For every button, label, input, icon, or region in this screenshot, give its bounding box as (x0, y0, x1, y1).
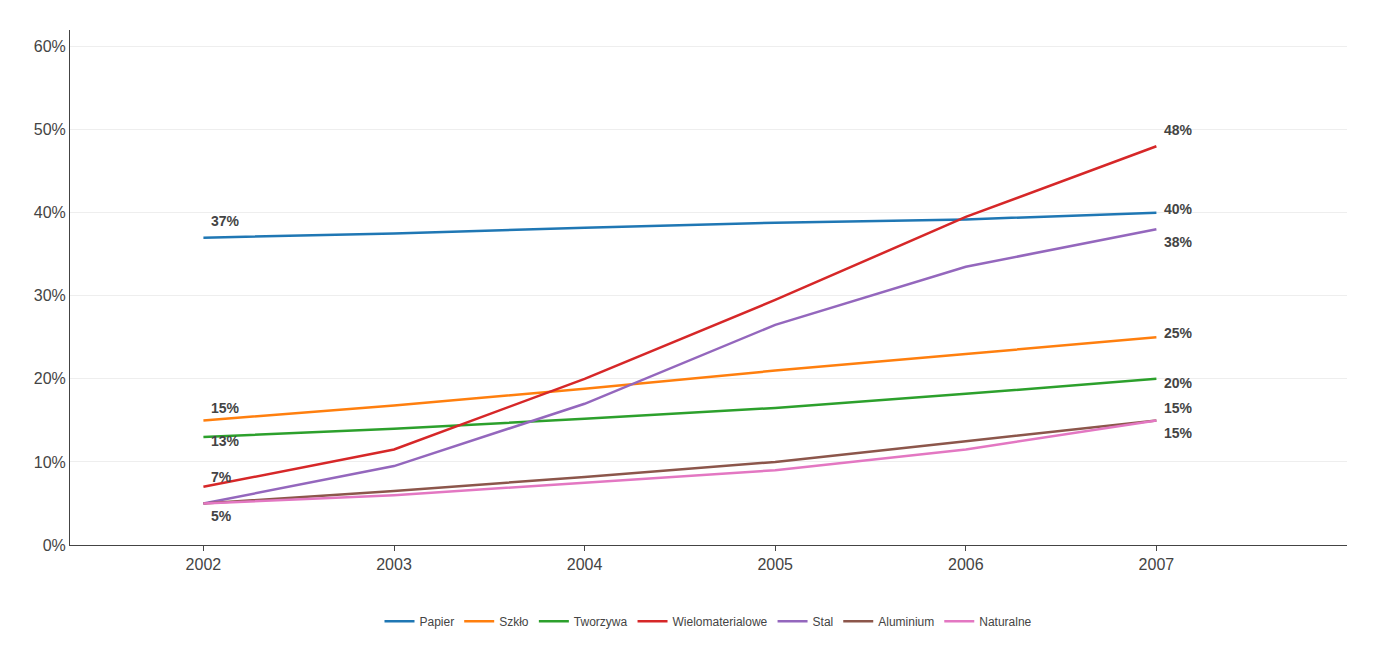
svg-text:20%: 20% (34, 370, 66, 387)
svg-text:25%: 25% (1164, 325, 1193, 341)
svg-text:2007: 2007 (1139, 556, 1175, 573)
svg-text:Aluminium: Aluminium (878, 615, 934, 629)
svg-text:2003: 2003 (376, 556, 412, 573)
svg-text:Papier: Papier (420, 615, 455, 629)
svg-text:Naturalne: Naturalne (979, 615, 1031, 629)
svg-text:Tworzywa: Tworzywa (574, 615, 628, 629)
svg-text:15%: 15% (211, 400, 240, 416)
svg-text:7%: 7% (211, 469, 232, 485)
svg-text:40%: 40% (34, 204, 66, 221)
svg-text:10%: 10% (34, 454, 66, 471)
svg-text:60%: 60% (34, 38, 66, 55)
svg-text:2002: 2002 (186, 556, 222, 573)
svg-text:2005: 2005 (757, 556, 793, 573)
svg-text:50%: 50% (34, 121, 66, 138)
svg-text:5%: 5% (211, 508, 232, 524)
svg-text:Wielomaterialowe: Wielomaterialowe (673, 615, 768, 629)
svg-text:15%: 15% (1164, 425, 1193, 441)
svg-text:2006: 2006 (948, 556, 984, 573)
svg-text:15%: 15% (1164, 400, 1193, 416)
svg-text:38%: 38% (1164, 234, 1193, 250)
svg-text:2004: 2004 (567, 556, 603, 573)
svg-text:20%: 20% (1164, 375, 1193, 391)
svg-text:Szkło: Szkło (499, 615, 529, 629)
svg-text:37%: 37% (211, 213, 240, 229)
svg-text:48%: 48% (1164, 122, 1193, 138)
svg-text:13%: 13% (211, 433, 240, 449)
svg-text:Stal: Stal (813, 615, 834, 629)
svg-text:30%: 30% (34, 287, 66, 304)
svg-text:0%: 0% (43, 537, 66, 554)
svg-text:40%: 40% (1164, 201, 1193, 217)
